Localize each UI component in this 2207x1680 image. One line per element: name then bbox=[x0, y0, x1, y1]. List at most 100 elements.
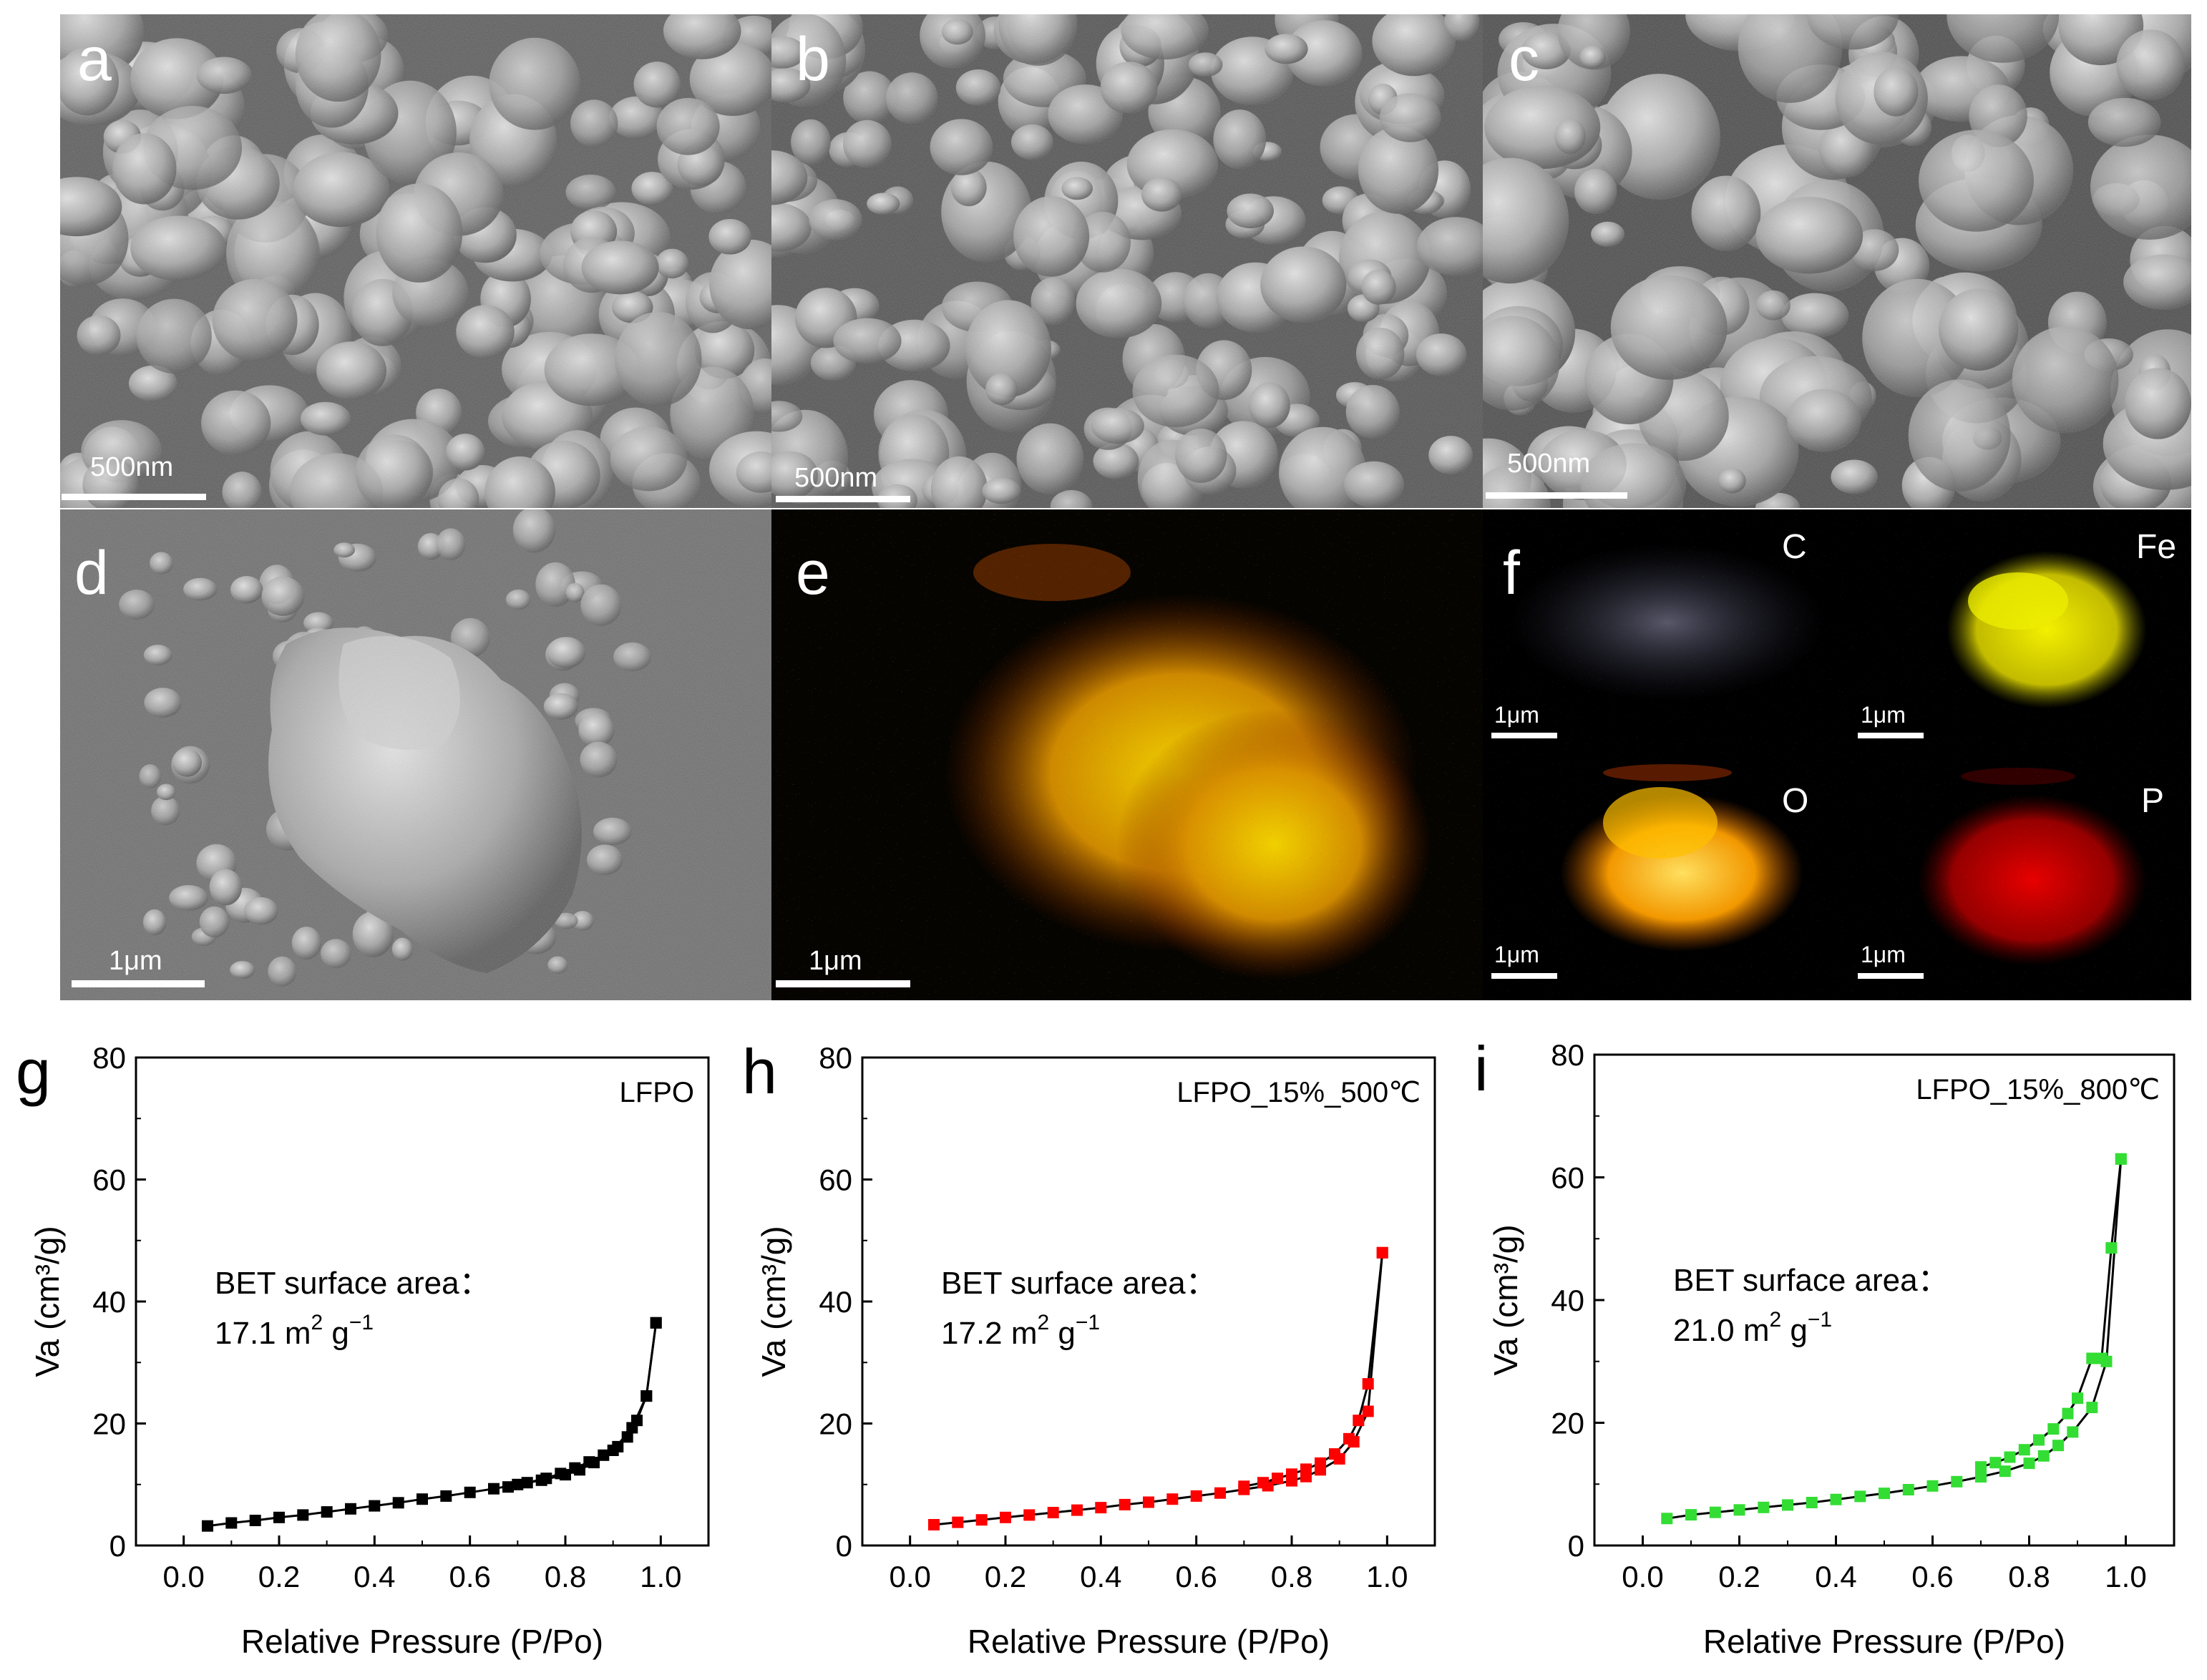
chart-h-point bbox=[1119, 1498, 1131, 1510]
chart-h-ytick-label: 80 bbox=[819, 1041, 852, 1075]
chart-g-point bbox=[555, 1467, 567, 1480]
chart-i-annotation-value: 21.0 m2 g−1 bbox=[1673, 1308, 1832, 1348]
chart-h-annotation-title: BET surface area： bbox=[941, 1266, 1217, 1301]
chart-i-point bbox=[2062, 1407, 2074, 1420]
chart-g-xtick-label: 0.2 bbox=[258, 1560, 300, 1593]
chart-h-point bbox=[1315, 1457, 1326, 1469]
chart-h-frame bbox=[861, 1056, 1436, 1547]
chart-i-point bbox=[1733, 1504, 1745, 1516]
chart-i-point bbox=[2067, 1426, 2079, 1438]
scale-bar-a bbox=[62, 494, 206, 500]
chart-h-xlabel: Relative Pressure (P/Po) bbox=[968, 1623, 1330, 1660]
chart-i-xtick-label: 0.2 bbox=[1718, 1560, 1760, 1593]
chart-i: 0.0 0.2 0.4 0.6 0.8 1.0 0 20 40 60 80 Relative Pres… bbox=[1474, 1033, 2176, 1660]
chart-i-ytick-label: 80 bbox=[1551, 1038, 1584, 1072]
chart-g-point bbox=[540, 1473, 552, 1485]
scale-bar-label-b: 500nm bbox=[794, 463, 877, 493]
chart-g-annotation-value: 17.1 m2 g−1 bbox=[215, 1311, 374, 1351]
chart-i-point bbox=[1661, 1513, 1673, 1525]
sem-image-c bbox=[1483, 14, 2191, 508]
chart-g-ytick-label: 0 bbox=[109, 1529, 126, 1563]
chart-h-ytick-label: 20 bbox=[819, 1407, 852, 1441]
chart-h-point bbox=[1238, 1480, 1250, 1493]
chart-i-point bbox=[1830, 1493, 1842, 1505]
chart-g-point bbox=[369, 1500, 381, 1512]
scale-bar-b bbox=[776, 496, 910, 502]
eds-scale-bar-p bbox=[1858, 973, 1924, 979]
chart-i-point bbox=[1758, 1501, 1770, 1513]
chart-i-panel-letter: i bbox=[1474, 1033, 1489, 1104]
chart-i-point bbox=[1806, 1497, 1818, 1508]
chart-g-point bbox=[650, 1317, 662, 1329]
panel-letter-a: a bbox=[77, 25, 112, 94]
chart-i-point bbox=[1926, 1480, 1939, 1492]
chart-g-frame bbox=[135, 1056, 710, 1547]
chart-g-point bbox=[612, 1440, 624, 1452]
chart-h-point bbox=[1362, 1378, 1374, 1390]
chart-h-point bbox=[1376, 1246, 1388, 1259]
chart-i-xtick-label: 0.4 bbox=[1815, 1560, 1856, 1593]
chart-g-xtick-label: 0.8 bbox=[545, 1560, 586, 1593]
chart-g-point bbox=[502, 1481, 514, 1493]
chart-h-panel-letter: h bbox=[742, 1036, 777, 1107]
chart-h-point bbox=[1095, 1502, 1107, 1514]
chart-g-series-line-1 bbox=[507, 1322, 658, 1488]
chart-g-point bbox=[249, 1515, 261, 1526]
chart-h-xtick-label: 0.0 bbox=[889, 1560, 930, 1593]
chart-g-point bbox=[464, 1486, 476, 1498]
chart-h-point bbox=[975, 1514, 988, 1526]
chart-g-ytick-label: 40 bbox=[92, 1285, 126, 1319]
eds-composite-e bbox=[771, 509, 1483, 1000]
eds-element-p: P bbox=[2141, 782, 2164, 820]
scale-bar-e bbox=[776, 980, 910, 987]
scale-bar-d bbox=[72, 980, 205, 987]
chart-i-point bbox=[2037, 1450, 2050, 1462]
panel-letter-c: c bbox=[1509, 25, 1539, 94]
chart-h-point bbox=[1329, 1448, 1340, 1460]
chart-h-point bbox=[1071, 1504, 1083, 1516]
chart-g-annotation-title: BET surface area： bbox=[215, 1266, 491, 1301]
chart-i-point bbox=[2115, 1153, 2127, 1165]
chart-h-ylabel: Va (cm³/g) bbox=[755, 1226, 792, 1377]
chart-g-series-line-0 bbox=[207, 1322, 658, 1528]
chart-g-point bbox=[225, 1517, 238, 1529]
chart-i-point bbox=[2052, 1440, 2064, 1452]
chart-g-legend: LFPO bbox=[620, 1077, 694, 1108]
chart-i-legend: LFPO_15%_800℃ bbox=[1916, 1074, 2160, 1105]
scale-bars: 500nm 500nm 500nm 1μm 1μm 1μm 1μm 1μm 1μ… bbox=[62, 449, 2176, 987]
panel-letter-d: d bbox=[74, 539, 109, 607]
chart-h-legend: LFPO_15%_500℃ bbox=[1176, 1077, 1421, 1108]
chart-i-point bbox=[2095, 1352, 2108, 1364]
chart-g: 0.0 0.2 0.4 0.6 0.8 1.0 0 20 40 60 80 Relative Pres… bbox=[16, 1036, 710, 1660]
chart-i-xtick-label: 1.0 bbox=[2105, 1560, 2146, 1593]
chart-i-point bbox=[2033, 1434, 2045, 1446]
chart-g-xtick-label: 0.6 bbox=[449, 1560, 490, 1593]
chart-i-ytick-label: 60 bbox=[1551, 1161, 1584, 1195]
chart-g-point bbox=[297, 1509, 309, 1521]
eds-scale-label-fe: 1μm bbox=[1861, 702, 1906, 728]
panel-labels: a b c d e f bbox=[74, 25, 1539, 607]
chart-h-series-line-1 bbox=[1244, 1252, 1384, 1488]
chart-i-ytick-label: 20 bbox=[1551, 1407, 1584, 1440]
chart-i-annotation-title: BET surface area： bbox=[1673, 1263, 1949, 1298]
chart-i-point bbox=[1685, 1509, 1697, 1521]
chart-i-series-line-1 bbox=[1980, 1158, 2123, 1468]
chart-i-point bbox=[2047, 1423, 2060, 1435]
chart-i-point bbox=[1975, 1471, 1987, 1483]
chart-i-point bbox=[2004, 1451, 2016, 1463]
chart-g-point bbox=[392, 1497, 404, 1509]
chart-g-xtick-label: 1.0 bbox=[640, 1560, 681, 1593]
chart-i-xtick-label: 0.0 bbox=[1622, 1560, 1663, 1593]
chart-g-point bbox=[640, 1390, 653, 1402]
chart-g-ytick-label: 80 bbox=[92, 1041, 126, 1075]
chart-g-point bbox=[621, 1431, 633, 1443]
chart-i-point bbox=[2086, 1352, 2098, 1364]
chart-h-point bbox=[1272, 1473, 1283, 1485]
chart-h-series-line-0 bbox=[933, 1252, 1384, 1526]
chart-h-point bbox=[1353, 1415, 1365, 1427]
chart-h-xtick-label: 0.2 bbox=[985, 1560, 1026, 1593]
chart-i-point bbox=[1709, 1506, 1721, 1518]
scale-bar-label-c: 500nm bbox=[1507, 449, 1590, 479]
chart-h-annotation-value: 17.2 m2 g−1 bbox=[941, 1311, 1100, 1351]
eds-scale-bar-o bbox=[1491, 973, 1557, 979]
